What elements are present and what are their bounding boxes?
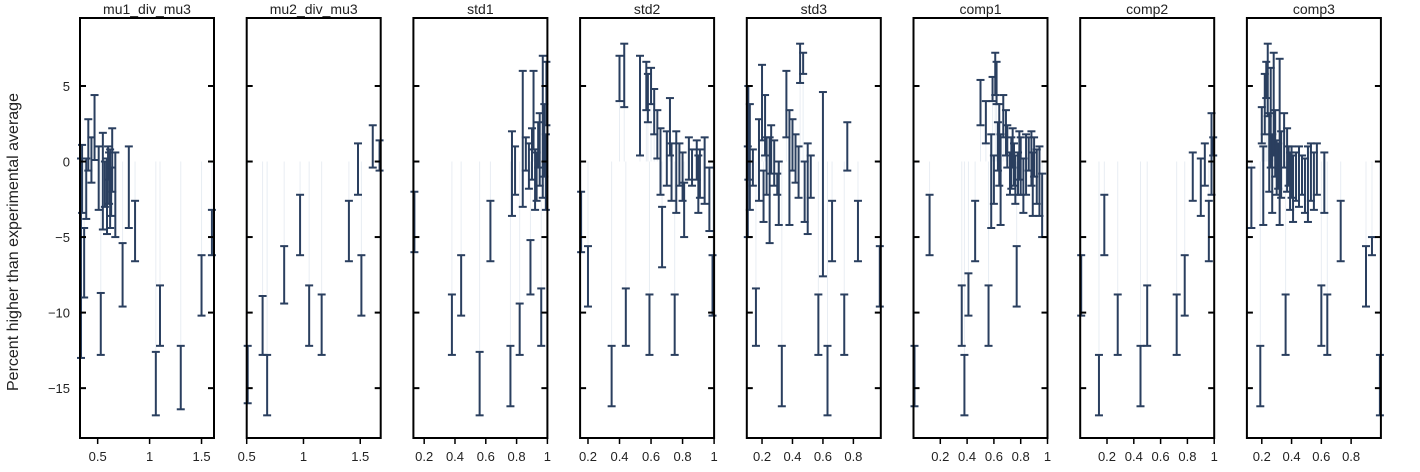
y-tick-label: −15 xyxy=(48,381,70,396)
x-tick-label: 0.4 xyxy=(783,449,801,464)
x-tick-label: 0.2 xyxy=(1253,449,1271,464)
y-tick-label: −5 xyxy=(55,230,70,245)
x-tick-label: 0.4 xyxy=(1125,449,1143,464)
subplot-title: mu2_div_mu3 xyxy=(270,1,358,17)
x-tick-label: 0.6 xyxy=(642,449,660,464)
y-tick-label: 5 xyxy=(63,79,70,94)
subplot: mu1_div_mu3 5 0 −5 −10 −15 0.5 1 1.5 xyxy=(48,1,216,464)
subplot-frame xyxy=(912,17,1049,439)
x-tick-label: 1.5 xyxy=(192,449,210,464)
x-tick-label: 0.4 xyxy=(610,449,628,464)
x-tick-label: 0.4 xyxy=(446,449,464,464)
x-tick-label: 0.2 xyxy=(579,449,597,464)
y-tick-label: 0 xyxy=(63,155,70,170)
subplot-frame xyxy=(245,17,382,439)
subplot-title: comp3 xyxy=(1293,1,1335,17)
x-tick-label: 1 xyxy=(300,449,307,464)
subplot: std1 0.2 0.4 0.6 0.8 1 xyxy=(410,1,551,464)
subplot-title: comp2 xyxy=(1126,1,1168,17)
subplot-title: comp1 xyxy=(959,1,1001,17)
y-tick-label: −10 xyxy=(48,306,70,321)
subplot: std2 0.2 0.4 0.6 0.8 1 xyxy=(577,1,718,464)
x-tick-label: 1 xyxy=(1044,449,1051,464)
subplot-frame xyxy=(1245,17,1382,439)
subplot-frame xyxy=(79,17,215,439)
x-tick-label: 0.5 xyxy=(238,449,256,464)
x-tick-label: 0.6 xyxy=(814,449,832,464)
subplot-frame xyxy=(412,17,549,439)
x-tick-label: 0.6 xyxy=(477,449,495,464)
x-tick-label: 1 xyxy=(710,449,717,464)
x-tick-label: 0.8 xyxy=(674,449,692,464)
subplot-title: mu1_div_mu3 xyxy=(103,1,191,17)
x-tick-label: 0.2 xyxy=(1098,449,1116,464)
subplot-title: std1 xyxy=(467,1,494,17)
x-tick-label: 0.8 xyxy=(844,449,862,464)
y-axis-label: Percent higher than experimental average xyxy=(5,93,22,391)
x-tick-label: 0.2 xyxy=(931,449,949,464)
panels: mu1_div_mu3 5 0 −5 −10 −15 0.5 1 1.5 mu2_div_mu3 0… xyxy=(48,1,1384,464)
x-tick-label: 0.6 xyxy=(1312,449,1330,464)
subplot-frame xyxy=(1079,17,1216,439)
x-tick-label: 0.4 xyxy=(958,449,976,464)
subplot-frame xyxy=(579,17,716,439)
x-tick-label: 0.2 xyxy=(753,449,771,464)
x-tick-label: 1 xyxy=(544,449,551,464)
subplot: comp1 0.2 0.4 0.6 0.8 1 xyxy=(910,1,1051,464)
subplot-title: std2 xyxy=(634,1,661,17)
subplot: std3 0.2 0.4 0.6 0.8 xyxy=(743,1,884,464)
x-tick-label: 1.5 xyxy=(351,449,369,464)
x-tick-label: 0.8 xyxy=(1342,449,1360,464)
x-tick-label: 0.6 xyxy=(1152,449,1170,464)
x-tick-label: 1 xyxy=(146,449,153,464)
x-tick-label: 0.8 xyxy=(1178,449,1196,464)
x-tick-label: 0.5 xyxy=(89,449,107,464)
subplot: comp2 0.2 0.4 0.6 0.8 1 xyxy=(1077,1,1218,464)
x-tick-label: 0.4 xyxy=(1283,449,1301,464)
x-tick-label: 0.8 xyxy=(1012,449,1030,464)
x-tick-label: 0.6 xyxy=(985,449,1003,464)
x-tick-label: 0.8 xyxy=(508,449,526,464)
subplot: comp3 0.2 0.4 0.6 0.8 xyxy=(1245,1,1384,464)
x-tick-label: 0.2 xyxy=(415,449,433,464)
subplot-frame xyxy=(745,17,882,439)
subplot-title: std3 xyxy=(801,1,828,17)
x-tick-label: 1 xyxy=(1211,449,1218,464)
subplot: mu2_div_mu3 0.5 1 1.5 xyxy=(238,1,384,464)
